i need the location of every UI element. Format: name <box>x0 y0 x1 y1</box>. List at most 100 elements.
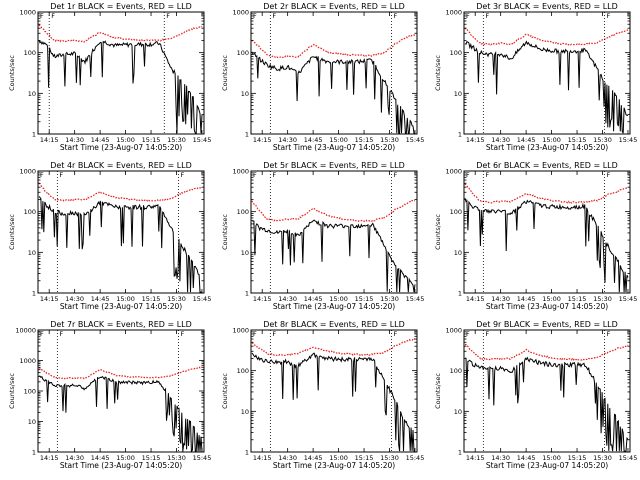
x-axis-label: Start Time (23-Aug-07 14:05:20) <box>273 302 395 311</box>
y-tick-label: 1 <box>245 449 249 457</box>
x-tick-label: 15:15 <box>355 295 374 303</box>
x-tick-label: 15:00 <box>542 454 561 462</box>
time-marker-label: F <box>272 171 276 179</box>
panel-title: Det 5r BLACK = Events, RED = LLD <box>263 161 405 170</box>
corner-flag-label: F <box>253 171 257 179</box>
y-tick-label: 1000 <box>232 9 249 17</box>
events-series-line <box>39 375 203 452</box>
time-marker-label: F <box>485 330 489 338</box>
x-tick-label: 14:45 <box>304 295 323 303</box>
x-tick-label: 15:15 <box>568 295 587 303</box>
x-tick-label: 15:30 <box>167 454 186 462</box>
x-tick-label: 15:45 <box>619 136 638 144</box>
corner-flag-label: F <box>40 330 44 338</box>
x-tick-label: 15:15 <box>355 136 374 144</box>
x-tick-label: 15:15 <box>568 136 587 144</box>
plot-area <box>38 182 203 293</box>
x-tick-label: 15:15 <box>142 136 161 144</box>
x-tick-label: 15:30 <box>380 295 399 303</box>
y-axis-label: Counts/sec <box>434 55 442 91</box>
panel-title: Det 7r BLACK = Events, RED = LLD <box>50 320 192 329</box>
x-tick-label: 15:45 <box>193 454 212 462</box>
y-tick-label: 1000 <box>445 168 462 176</box>
time-marker-label: F <box>181 330 185 338</box>
time-marker-label: F <box>59 171 63 179</box>
y-tick-label: 10 <box>28 418 36 426</box>
y-tick-label: 1 <box>458 290 462 298</box>
x-tick-label: 15:15 <box>142 295 161 303</box>
y-tick-label: 10 <box>28 249 36 257</box>
y-axis-label: Counts/sec <box>8 55 16 91</box>
time-marker-label: F <box>394 12 398 20</box>
x-tick-label: 15:45 <box>406 295 425 303</box>
x-tick-label: 14:15 <box>40 295 59 303</box>
plot-area <box>38 24 203 134</box>
x-tick-label: 14:30 <box>65 454 84 462</box>
y-tick-label: 1 <box>458 449 462 457</box>
lld-series-line <box>464 343 629 361</box>
x-tick-label: 14:30 <box>278 454 297 462</box>
y-tick-label: 100 <box>450 367 462 375</box>
plot-area <box>251 199 416 293</box>
x-tick-label: 15:15 <box>568 454 587 462</box>
events-series-line <box>38 196 202 293</box>
y-axis-label: Counts/sec <box>8 214 16 250</box>
lld-series-line <box>38 24 203 43</box>
x-axis-label: Start Time (23-Aug-07 14:05:20) <box>486 461 608 470</box>
panel-title: Det 2r BLACK = Events, RED = LLD <box>263 2 405 11</box>
events-series-line <box>38 40 203 134</box>
plot-frame <box>463 170 631 294</box>
x-tick-label: 14:15 <box>40 454 59 462</box>
x-tick-label: 14:30 <box>278 136 297 144</box>
y-tick-label: 10 <box>241 408 249 416</box>
x-tick-label: 15:00 <box>329 295 348 303</box>
x-tick-label: 14:45 <box>517 295 536 303</box>
x-tick-label: 15:45 <box>619 295 638 303</box>
plot-area <box>464 27 629 134</box>
time-marker-label: F <box>485 171 489 179</box>
x-tick-label: 15:45 <box>406 136 425 144</box>
events-series-line <box>251 219 416 293</box>
events-series-line <box>251 352 415 452</box>
y-axis-label: Counts/sec <box>221 55 229 91</box>
plot-frame <box>37 170 205 294</box>
y-axis-label: Counts/sec <box>434 214 442 250</box>
x-tick-label: 15:00 <box>116 454 135 462</box>
time-marker-label: F <box>485 12 489 20</box>
y-tick-label: 10 <box>454 408 462 416</box>
x-tick-label: 14:15 <box>253 136 272 144</box>
x-tick-label: 15:15 <box>355 454 374 462</box>
plot-frame <box>463 329 631 453</box>
y-tick-label: 100 <box>237 367 249 375</box>
y-tick-label: 1000 <box>19 168 36 176</box>
x-tick-label: 14:45 <box>91 295 110 303</box>
x-tick-label: 14:30 <box>65 136 84 144</box>
y-tick-label: 100 <box>24 49 36 57</box>
y-tick-label: 1000 <box>232 327 249 335</box>
x-tick-label: 14:30 <box>278 295 297 303</box>
time-marker-label: F <box>51 12 55 20</box>
panel-title: Det 6r BLACK = Events, RED = LLD <box>476 161 618 170</box>
x-tick-label: 14:15 <box>253 454 272 462</box>
x-tick-label: 14:45 <box>91 454 110 462</box>
corner-flag-label: F <box>40 12 44 20</box>
x-tick-label: 14:15 <box>466 295 485 303</box>
y-tick-label: 1000 <box>445 327 462 335</box>
x-tick-label: 15:45 <box>619 454 638 462</box>
x-tick-label: 15:30 <box>593 136 612 144</box>
x-axis-label: Start Time (23-Aug-07 14:05:20) <box>486 143 608 152</box>
x-axis-label: Start Time (23-Aug-07 14:05:20) <box>60 461 182 470</box>
time-marker-label: F <box>607 171 611 179</box>
x-tick-label: 15:00 <box>116 136 135 144</box>
y-tick-label: 1000 <box>445 9 462 17</box>
events-series-line <box>464 40 629 134</box>
x-tick-label: 14:45 <box>517 454 536 462</box>
plot-area <box>464 343 629 452</box>
plot-area <box>251 34 416 134</box>
x-tick-label: 15:30 <box>167 295 186 303</box>
x-tick-label: 15:45 <box>193 136 212 144</box>
